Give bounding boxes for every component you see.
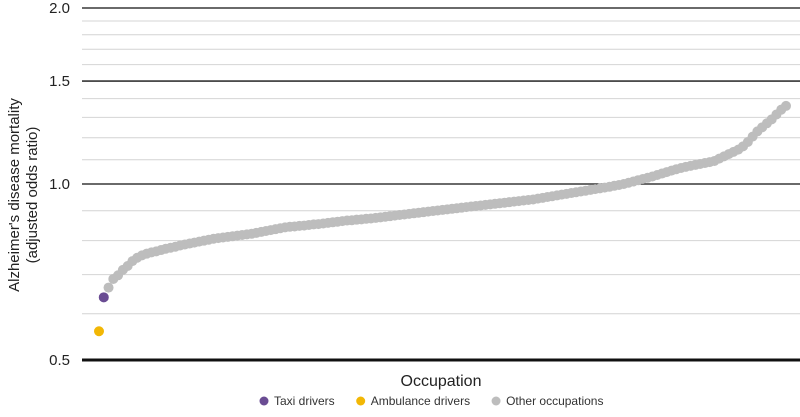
y-tick-label: 0.5 (49, 352, 70, 369)
y-axis-label-line-1: Alzheimer's disease mortality (6, 98, 23, 292)
y-tick-label: 1.5 (49, 73, 70, 90)
other-occupations-point (103, 282, 114, 293)
data-points (94, 100, 791, 337)
taxi-drivers-point (98, 292, 109, 303)
ambulance-drivers-point (94, 326, 104, 337)
y-tick-label: 2.0 (49, 0, 70, 17)
legend-label-taxi-drivers: Taxi drivers (274, 394, 335, 408)
other-occupations-point (781, 100, 791, 111)
legend-marker-taxi-drivers (259, 396, 269, 406)
legend-marker-other-occupations (491, 396, 501, 406)
legend: Taxi drivers Ambulance drivers Other occup… (259, 394, 603, 408)
x-axis-label: Occupation (401, 373, 482, 390)
legend-label-other-occupations: Other occupations (506, 394, 603, 408)
legend-marker-ambulance-drivers (356, 396, 366, 406)
legend-label-ambulance-drivers: Ambulance drivers (371, 394, 470, 408)
y-tick-label: 1.0 (49, 176, 70, 193)
y-axis-label-line-2: (adjusted odds ratio) (24, 127, 41, 264)
grid-layer (82, 7, 800, 362)
y-tick-labels: 0.5 1.0 1.5 2.0 (49, 0, 70, 369)
